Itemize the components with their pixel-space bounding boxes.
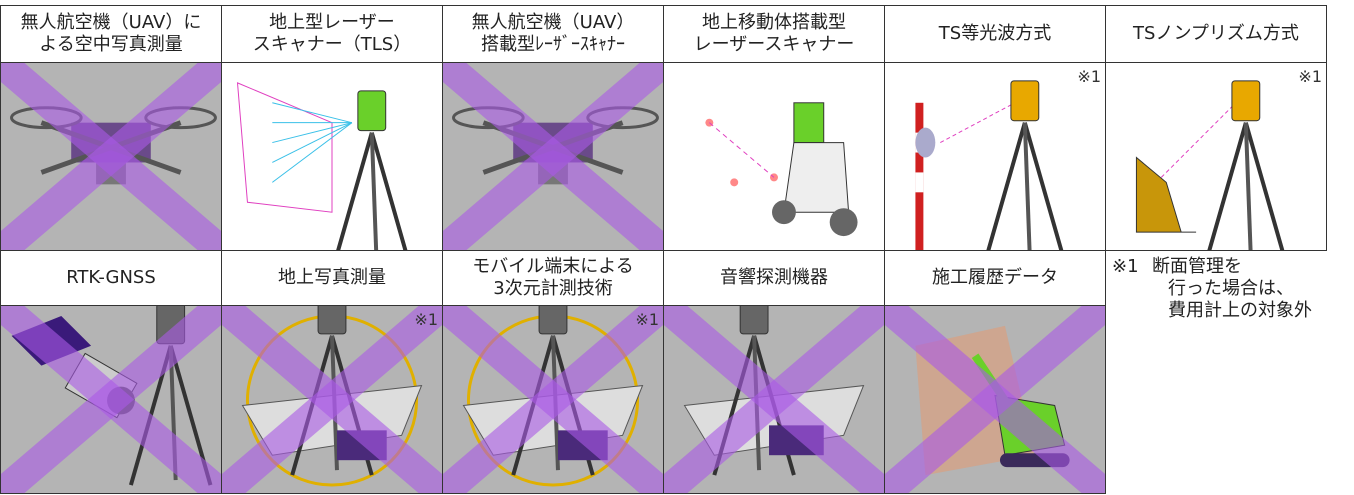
footnote-mark: ※1	[1112, 256, 1139, 277]
illustration-shape	[1022, 122, 1032, 258]
cell-label: スキャナー（TLS）	[252, 34, 412, 55]
cell-header: RTK-GNSS	[0, 250, 222, 306]
illustration-shape	[272, 122, 353, 144]
cell-label: 地上型レーザー	[269, 12, 395, 33]
cell-label: TSノンプリズム方式	[1133, 23, 1299, 44]
illustration	[915, 80, 1067, 263]
illustration-shape	[1243, 122, 1253, 258]
cell-header: 無人航空機（UAV）に よる空中写真測量	[0, 5, 222, 63]
cell-label: モバイル端末による	[472, 256, 634, 277]
cell-header: 無人航空機（UAV） 搭載型ﾚｰｻﾞｰｽｷｬﾅｰ	[442, 5, 664, 63]
cell-label: RTK-GNSS	[66, 267, 156, 288]
cell-header: 地上写真測量	[221, 250, 443, 306]
cell-header: TSノンプリズム方式	[1105, 5, 1327, 63]
cell-label: TS等光波方式	[938, 23, 1052, 44]
illustration-shape	[369, 132, 379, 267]
illustration-shape	[369, 132, 414, 273]
footnote-line: 行った場合は、	[1168, 278, 1294, 299]
illustration	[0, 294, 231, 495]
cross-mark	[0, 51, 231, 262]
illustration-shape	[272, 102, 353, 124]
illustration-shape	[783, 142, 850, 213]
illustration-shape	[1022, 122, 1067, 263]
illustration-shape	[739, 293, 769, 335]
cell-image: ※1	[884, 62, 1106, 263]
cell-label: レーザースキャナー	[693, 34, 855, 55]
illustration-shape	[793, 102, 825, 144]
cross-mark	[654, 294, 894, 495]
illustration-shape	[829, 208, 858, 237]
cell-image: ※1	[212, 293, 452, 495]
cell-label: 3次元計測技術	[493, 278, 613, 299]
illustration-shape	[940, 102, 1016, 144]
footnote: ※1 断面管理を 行った場合は、 費用計上の対象外	[1112, 256, 1352, 322]
cell-image: ※1	[433, 293, 673, 495]
illustration-shape	[915, 127, 936, 158]
note-mark: ※1	[1298, 67, 1322, 86]
illustration-shape	[1231, 80, 1261, 122]
cross-mark	[0, 294, 231, 495]
cell-label: 地上写真測量	[278, 267, 386, 288]
illustration	[1135, 80, 1288, 263]
illustration-shape	[1204, 122, 1248, 263]
cell-image	[654, 293, 894, 495]
illustration-shape	[915, 172, 924, 193]
illustration-shape	[1010, 80, 1040, 122]
cell-image: ※1	[1105, 62, 1327, 263]
illustration-shape	[1160, 102, 1237, 178]
cell-label: 地上移動体搭載型	[702, 12, 846, 33]
cross-mark	[212, 294, 452, 495]
illustration-shape	[772, 200, 796, 225]
note-mark: ※1	[414, 310, 438, 329]
footnote-line: 断面管理を	[1152, 256, 1242, 277]
illustration	[705, 102, 858, 237]
cell-label: 施工履歴データ	[932, 267, 1058, 288]
cell-label: 音響探測機器	[720, 267, 828, 288]
cell-header: 施工履歴データ	[884, 250, 1106, 306]
illustration-shape	[272, 122, 353, 183]
cell-header: モバイル端末による 3次元計測技術	[442, 250, 664, 306]
cell-image	[875, 294, 1115, 495]
cell-label: よる空中写真測量	[39, 34, 183, 55]
illustration	[654, 293, 894, 495]
cell-header: 音響探測機器	[663, 250, 885, 306]
cross-mark	[433, 294, 673, 495]
illustration	[875, 294, 1115, 495]
illustration-shape	[709, 122, 775, 178]
illustration-shape	[1135, 156, 1197, 233]
cell-image	[433, 51, 673, 262]
cell-image	[0, 51, 231, 262]
cell-header: TS等光波方式	[884, 5, 1106, 63]
cross-mark	[433, 51, 673, 262]
cell-header: 地上型レーザー スキャナー（TLS）	[221, 5, 443, 63]
illustration	[433, 51, 673, 262]
cell-image	[221, 62, 443, 273]
illustration-shape	[538, 293, 568, 335]
note-mark: ※1	[635, 310, 659, 329]
footnote-line: 費用計上の対象外	[1168, 300, 1312, 321]
illustration	[0, 51, 231, 262]
illustration-shape	[330, 132, 374, 273]
illustration-shape	[272, 122, 353, 163]
illustration-shape	[983, 122, 1027, 263]
illustration-shape	[317, 293, 347, 335]
cell-label: 搭載型ﾚｰｻﾞｰｽｷｬﾅｰ	[481, 34, 625, 55]
illustration	[212, 293, 452, 495]
illustration-shape	[730, 178, 739, 187]
note-mark: ※1	[1077, 67, 1101, 86]
illustration	[236, 82, 414, 273]
cross-mark	[875, 294, 1115, 495]
cell-label: 無人航空機（UAV）に	[20, 12, 202, 33]
cell-label: 無人航空機（UAV）	[471, 12, 635, 33]
cell-image	[663, 62, 885, 251]
cell-image	[0, 294, 231, 495]
illustration-shape	[357, 90, 387, 132]
illustration	[433, 293, 673, 495]
cell-header: 地上移動体搭載型 レーザースキャナー	[663, 5, 885, 63]
illustration-shape	[1243, 122, 1288, 263]
illustration-shape	[236, 82, 333, 213]
